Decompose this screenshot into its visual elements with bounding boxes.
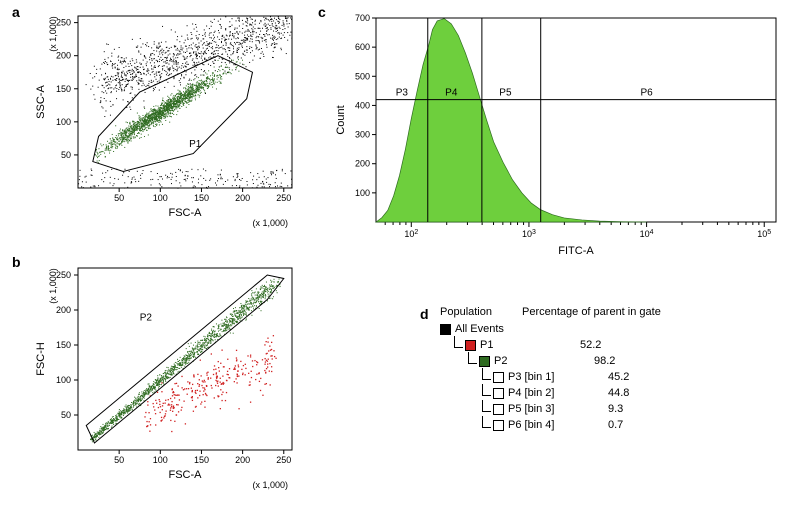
row-label: P1 <box>480 339 580 351</box>
swatch-icon <box>440 324 451 335</box>
svg-text:250: 250 <box>56 270 71 280</box>
svg-text:100: 100 <box>153 193 168 203</box>
svg-text:50: 50 <box>114 193 124 203</box>
row-label: P2 <box>494 355 594 367</box>
row-value: 0.7 <box>608 419 648 431</box>
row-label: P3 [bin 1] <box>508 371 608 383</box>
table-row: P298.2 <box>440 354 780 368</box>
row-label: P6 [bin 4] <box>508 419 608 431</box>
scatter-plot-b: 50 100 150 200 250 50 100 150 200 250 FSC-A (x 1,00… <box>30 262 300 492</box>
svg-text:150: 150 <box>56 340 71 350</box>
histogram-c: 100200300400500600700102103104105FITC-AC… <box>332 12 786 262</box>
svg-text:50: 50 <box>114 455 124 465</box>
svg-text:50: 50 <box>61 410 71 420</box>
svg-text:200: 200 <box>56 51 71 61</box>
svg-text:(x 1,000): (x 1,000) <box>48 268 58 304</box>
table-row: P3 [bin 1]45.2 <box>440 370 780 384</box>
svg-text:FSC-H: FSC-H <box>35 342 47 376</box>
row-label: All Events <box>455 323 555 335</box>
svg-text:(x 1,000): (x 1,000) <box>252 480 288 490</box>
row-value: 44.8 <box>608 387 648 399</box>
population-table: Population Percentage of parent in gate … <box>440 306 780 434</box>
row-label: P4 [bin 2] <box>508 387 608 399</box>
svg-text:250: 250 <box>276 455 291 465</box>
swatch-icon <box>493 388 504 399</box>
table-row: P5 [bin 3]9.3 <box>440 402 780 416</box>
svg-text:SSC-A: SSC-A <box>35 85 47 119</box>
scatter-outside <box>78 16 292 189</box>
swatch-icon <box>465 340 476 351</box>
scatter-plot-a: 50 100 150 200 250 50 100 150 200 250 FSC-A (x 1,00… <box>30 10 300 230</box>
svg-text:(x 1,000): (x 1,000) <box>48 16 58 52</box>
table-row: P6 [bin 4]0.7 <box>440 418 780 432</box>
table-row: P152.2 <box>440 338 780 352</box>
swatch-icon <box>479 356 490 367</box>
svg-text:(x 1,000): (x 1,000) <box>252 218 288 228</box>
panel-b-label: b <box>12 254 21 270</box>
row-label: P5 [bin 3] <box>508 403 608 415</box>
panel-c-label: c <box>318 4 326 20</box>
svg-text:50: 50 <box>61 150 71 160</box>
svg-text:250: 250 <box>276 193 291 203</box>
svg-text:150: 150 <box>56 84 71 94</box>
row-value: 52.2 <box>580 339 620 351</box>
svg-text:FSC-A: FSC-A <box>169 207 203 219</box>
table-row: P4 [bin 2]44.8 <box>440 386 780 400</box>
swatch-icon <box>493 420 504 431</box>
svg-text:100: 100 <box>56 375 71 385</box>
svg-text:150: 150 <box>194 193 209 203</box>
svg-text:100: 100 <box>153 455 168 465</box>
svg-text:P1: P1 <box>189 139 202 150</box>
row-value: 9.3 <box>608 403 648 415</box>
svg-text:150: 150 <box>194 455 209 465</box>
svg-text:100: 100 <box>56 117 71 127</box>
swatch-icon <box>493 372 504 383</box>
row-value: 45.2 <box>608 371 648 383</box>
table-row: All Events <box>440 322 780 336</box>
table-header: Population Percentage of parent in gate <box>440 306 780 318</box>
svg-text:FSC-A: FSC-A <box>169 469 203 481</box>
header-percent: Percentage of parent in gate <box>522 306 661 318</box>
panel-d-label: d <box>420 306 429 322</box>
figure-page: a 50 100 150 200 250 50 100 150 200 250 FSC-A (x 1,… <box>0 0 800 520</box>
svg-text:200: 200 <box>235 455 250 465</box>
panel-a-label: a <box>12 4 20 20</box>
svg-text:250: 250 <box>56 18 71 28</box>
svg-text:200: 200 <box>56 305 71 315</box>
svg-text:200: 200 <box>235 193 250 203</box>
histogram-fill <box>376 19 647 222</box>
swatch-icon <box>493 404 504 415</box>
header-population: Population <box>440 306 492 318</box>
row-value: 98.2 <box>594 355 634 367</box>
